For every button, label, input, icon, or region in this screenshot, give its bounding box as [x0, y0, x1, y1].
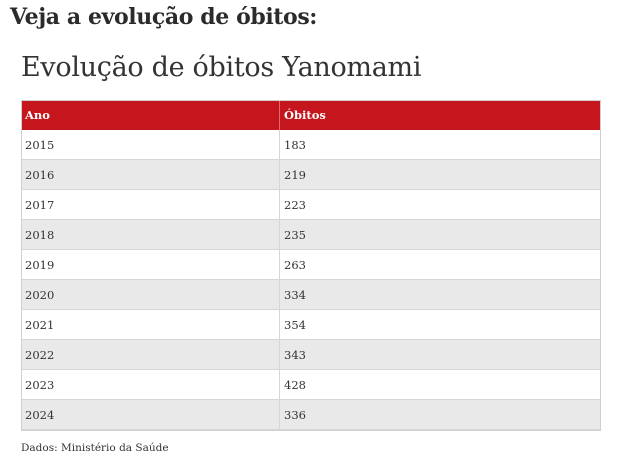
table-row: 2024 336 [21, 399, 600, 430]
cell-obitos: 354 [279, 309, 600, 340]
cell-ano: 2023 [21, 369, 280, 400]
cell-ano: 2019 [21, 249, 280, 280]
table-row: 2022 343 [21, 339, 600, 370]
column-header-ano[interactable]: Ano [21, 100, 280, 130]
cell-obitos: 219 [279, 159, 600, 190]
source-note: Dados: Ministério da Saúde [21, 442, 169, 454]
table-row: 2021 354 [21, 309, 600, 340]
cell-obitos: 183 [279, 130, 600, 160]
table-row: 2015 183 [21, 130, 600, 160]
table-title: Evolução de óbitos Yanomami [21, 52, 422, 83]
cell-ano: 2016 [21, 159, 280, 190]
table-embed: Evolução de óbitos Yanomami Ano Óbitos 2… [0, 40, 621, 459]
cell-obitos: 334 [279, 279, 600, 310]
table-row: 2017 223 [21, 189, 600, 220]
cell-ano: 2015 [21, 130, 280, 160]
table-row: 2020 334 [21, 279, 600, 310]
cell-ano: 2024 [21, 399, 280, 430]
cell-ano: 2021 [21, 309, 280, 340]
cell-ano: 2022 [21, 339, 280, 370]
cell-obitos: 343 [279, 339, 600, 370]
table-row: 2018 235 [21, 219, 600, 250]
cell-ano: 2020 [21, 279, 280, 310]
cell-obitos: 336 [279, 399, 600, 430]
cell-obitos: 263 [279, 249, 600, 280]
table-row: 2019 263 [21, 249, 600, 280]
data-table: Ano Óbitos 2015 183 2016 219 2017 223 2018 235 2… [21, 100, 600, 430]
page-heading: Veja a evolução de óbitos: [10, 4, 318, 30]
cell-obitos: 428 [279, 369, 600, 400]
table-row: 2023 428 [21, 369, 600, 400]
table-header-row: Ano Óbitos [21, 100, 600, 130]
cell-ano: 2018 [21, 219, 280, 250]
cell-obitos: 235 [279, 219, 600, 250]
table-row: 2016 219 [21, 159, 600, 190]
table-header: Ano Óbitos [21, 100, 600, 130]
column-header-obitos[interactable]: Óbitos [279, 100, 600, 130]
cell-obitos: 223 [279, 189, 600, 220]
cell-ano: 2017 [21, 189, 280, 220]
table-body: 2015 183 2016 219 2017 223 2018 235 2019 263 2020 3… [21, 130, 600, 430]
